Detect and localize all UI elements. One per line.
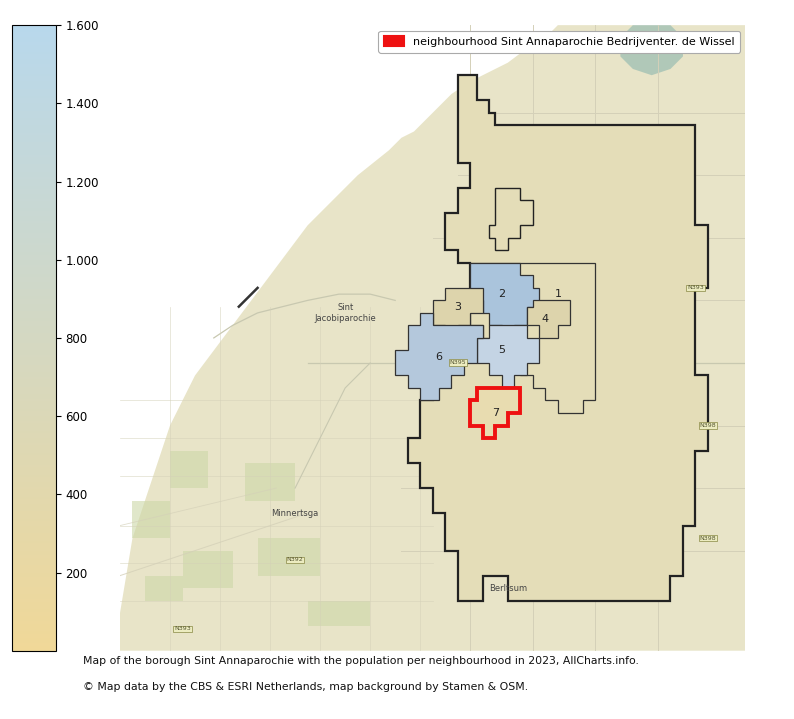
Polygon shape: [470, 388, 520, 438]
Polygon shape: [145, 576, 183, 600]
Polygon shape: [526, 301, 570, 338]
Text: © Map data by the CBS & ESRI Netherlands, map background by Stamen & OSM.: © Map data by the CBS & ESRI Netherlands…: [83, 682, 529, 692]
Text: N393: N393: [174, 626, 191, 631]
Text: N398: N398: [700, 423, 716, 428]
Text: 4: 4: [542, 314, 549, 324]
Legend: neighbourhood Sint Annaparochie Bedrijventer. de Wissel: neighbourhood Sint Annaparochie Bedrijve…: [378, 31, 740, 52]
Polygon shape: [257, 538, 320, 576]
Text: 5: 5: [498, 345, 505, 355]
Text: 2: 2: [498, 289, 505, 299]
Polygon shape: [489, 188, 533, 250]
Text: N398: N398: [700, 536, 716, 541]
Polygon shape: [395, 313, 483, 400]
Text: Sint
Jacobiparochie: Sint Jacobiparochie: [314, 303, 376, 323]
Polygon shape: [470, 263, 539, 338]
Text: Map of the borough Sint Annaparochie with the population per neighbourhood in 20: Map of the borough Sint Annaparochie wit…: [83, 656, 639, 666]
Text: Minnertsga: Minnertsga: [272, 508, 318, 518]
Polygon shape: [433, 288, 483, 338]
Polygon shape: [245, 463, 295, 500]
Polygon shape: [476, 326, 539, 388]
Polygon shape: [407, 75, 708, 600]
Text: N395: N395: [449, 360, 466, 365]
Text: 3: 3: [454, 302, 461, 311]
Text: N393: N393: [687, 285, 703, 290]
Polygon shape: [120, 25, 746, 651]
Text: N392: N392: [287, 557, 303, 562]
Polygon shape: [470, 263, 596, 413]
Polygon shape: [307, 600, 370, 626]
Text: Berltsum: Berltsum: [489, 584, 527, 592]
Polygon shape: [133, 500, 170, 538]
Polygon shape: [170, 451, 207, 488]
Polygon shape: [620, 25, 683, 75]
Polygon shape: [183, 551, 233, 588]
Text: 7: 7: [491, 408, 499, 418]
Text: 1: 1: [554, 289, 561, 299]
Text: 6: 6: [435, 352, 442, 362]
